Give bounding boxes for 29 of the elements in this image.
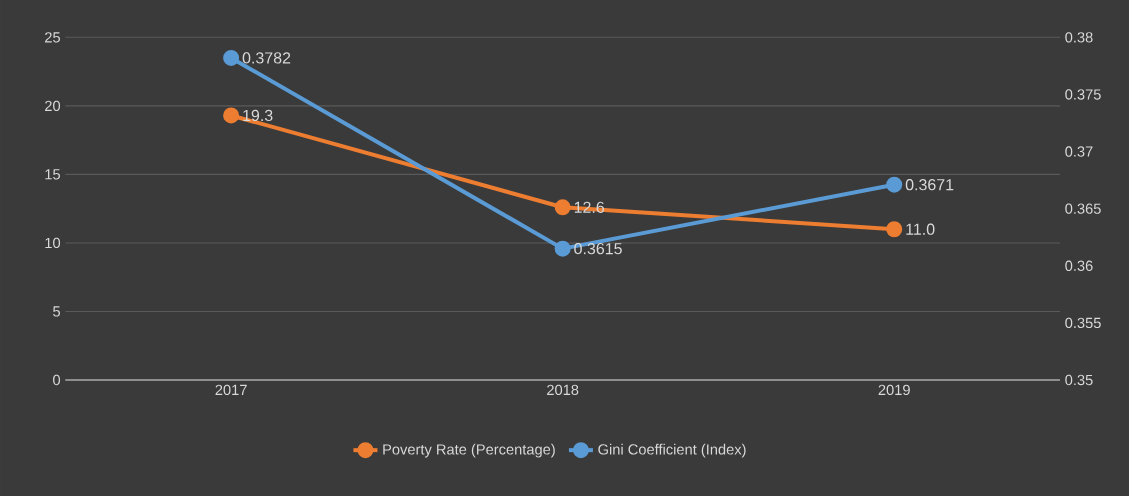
x-tick-label: 2019: [878, 384, 910, 396]
x-tick-label: 2017: [215, 384, 247, 396]
y-tick-label: 20: [45, 100, 61, 112]
y-tick-label: 15: [45, 169, 60, 180]
point: [554, 199, 571, 216]
y2-tick-label: 0.365: [1065, 203, 1101, 214]
legend-label: Gini Coefficient (Index): [598, 443, 746, 458]
data-label: 0.3671: [905, 179, 954, 191]
y-tick-label: 25: [45, 32, 60, 43]
y2-tick-label: 0.355: [1065, 317, 1101, 329]
y-tick-label: 10: [45, 237, 61, 249]
data-label: 0.3782: [242, 52, 291, 64]
data-label: 0.3615: [574, 242, 622, 255]
point: [886, 221, 903, 238]
x-tick-label: 2018: [547, 384, 579, 396]
y2-tick-label: 0.35: [1065, 374, 1093, 386]
point: [886, 176, 903, 193]
y2-tick-label: 0.38: [1065, 32, 1093, 43]
y-tick-label: 5: [53, 306, 61, 317]
legend-label: Poverty Rate (Percentage): [383, 443, 555, 458]
point: [554, 240, 571, 257]
data-label: 11.0: [906, 223, 935, 235]
y2-tick-label: 0.37: [1065, 146, 1093, 157]
y-tick-label: 0: [53, 374, 61, 386]
y2-tick-label: 0.375: [1065, 89, 1101, 100]
y2-tick-label: 0.36: [1065, 260, 1093, 271]
point: [223, 49, 240, 66]
point: [223, 107, 240, 124]
data-label: 19.3: [243, 109, 273, 122]
